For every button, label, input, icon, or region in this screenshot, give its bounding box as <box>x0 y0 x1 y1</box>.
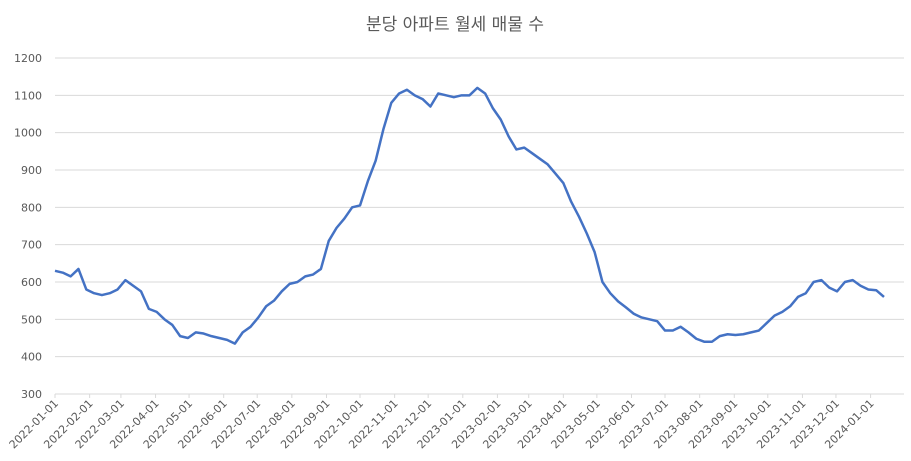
y-tick-label: 800 <box>21 201 42 214</box>
data-line <box>54 86 885 345</box>
y-tick-label: 1000 <box>14 127 42 140</box>
y-tick-label: 1200 <box>14 52 42 65</box>
chart-title: 분당 아파트 월세 매물 수 <box>366 15 544 35</box>
y-tick-label: 900 <box>21 164 42 177</box>
y-tick-label: 700 <box>21 239 42 252</box>
y-tick-label: 400 <box>21 351 42 364</box>
y-tick-label: 500 <box>21 313 42 326</box>
y-tick-label: 300 <box>21 388 42 401</box>
y-tick-label: 600 <box>21 276 42 289</box>
y-tick-label: 1100 <box>14 89 42 102</box>
